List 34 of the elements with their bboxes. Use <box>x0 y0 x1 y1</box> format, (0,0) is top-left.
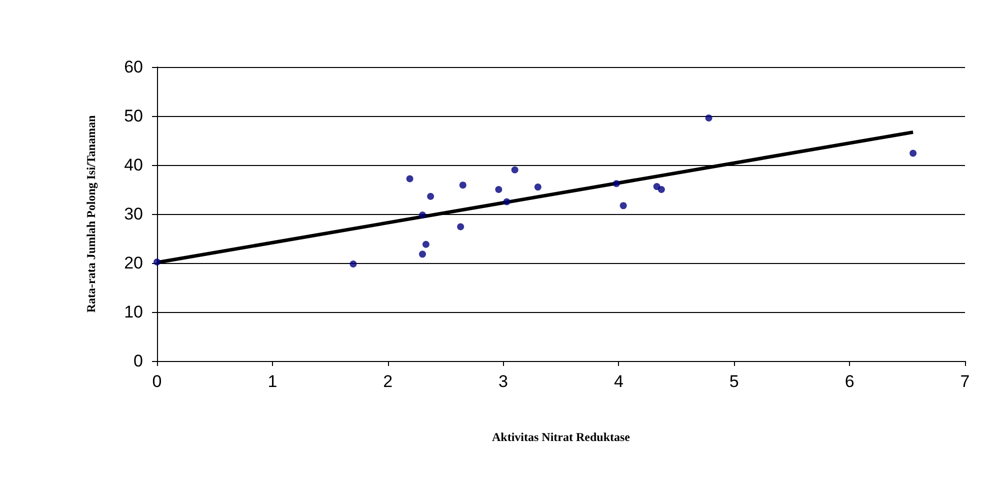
point <box>495 186 502 193</box>
y-tick-label: 60 <box>124 58 143 76</box>
y-tick-label: 20 <box>124 254 143 272</box>
point <box>511 166 518 174</box>
point <box>612 180 620 188</box>
point <box>406 175 414 182</box>
point <box>534 184 542 191</box>
x-tick-label: 6 <box>844 372 854 391</box>
point <box>418 250 426 258</box>
x-tick-label: 2 <box>383 372 393 391</box>
y-tick-label: 0 <box>134 352 143 370</box>
point <box>503 198 510 206</box>
point <box>705 114 712 122</box>
point <box>459 182 466 189</box>
x-tick-label: 5 <box>729 372 739 391</box>
point <box>350 260 357 268</box>
point <box>427 192 434 200</box>
y-tick-label: 40 <box>124 156 143 174</box>
y-tick-label: 30 <box>124 204 143 224</box>
point <box>418 211 426 218</box>
x-axis-title: Aktivitas Nitrat Reduktase <box>492 430 631 444</box>
y-tick-label: 50 <box>124 106 143 126</box>
x-tick-label: 0 <box>152 372 162 391</box>
point <box>457 223 464 230</box>
x-tick-label: 3 <box>498 372 508 391</box>
x-tick-label: 4 <box>614 372 624 391</box>
x-tick-label: 1 <box>268 372 278 391</box>
point <box>910 150 917 157</box>
point <box>422 240 430 248</box>
y-tick-label: 10 <box>124 302 143 322</box>
y-axis-title: Rata-rata Jumlah Polong Isi/Tanaman <box>84 115 98 313</box>
x-tick-label: 7 <box>960 372 970 391</box>
point <box>658 186 665 193</box>
point <box>620 202 627 210</box>
